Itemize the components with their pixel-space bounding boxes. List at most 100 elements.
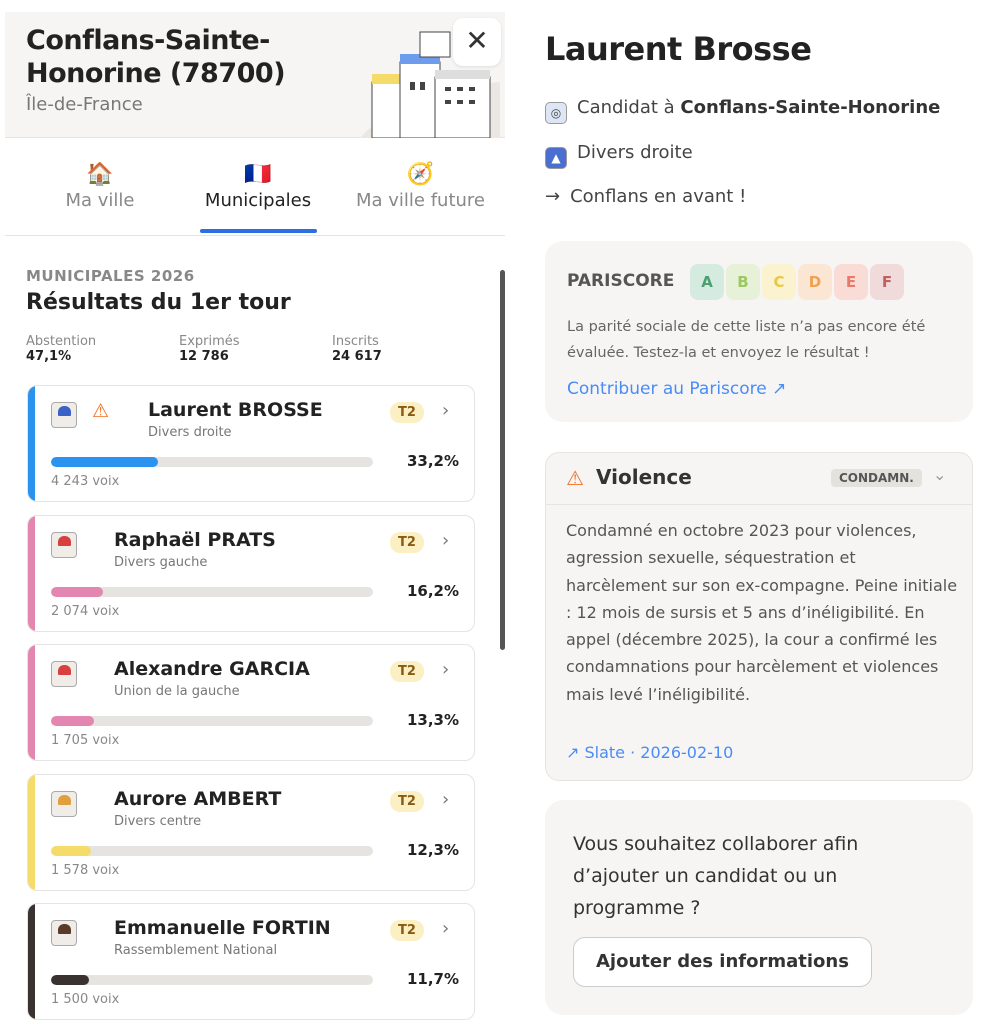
city-panel: Conflans-Sainte-Honorine (78700) Île-de-… xyxy=(5,12,505,1024)
second-round-badge: T2 xyxy=(390,531,424,553)
pariscore-grade-e: E xyxy=(834,264,868,300)
party-logo-icon xyxy=(51,531,77,558)
candidate-party: Divers centre xyxy=(114,813,202,829)
candidate-party: Divers gauche xyxy=(114,554,208,570)
candidate-card[interactable]: Alexandre GARCIA Union de la gauche T2 ›… xyxy=(27,644,475,761)
city-name: Conflans-Sainte-Honorine (78700) xyxy=(26,25,286,89)
collaborate-question: Vous souhaitez collaborer afin d’ajouter… xyxy=(573,833,859,919)
candidate-card[interactable]: Emmanuelle FORTIN Rassemblement National… xyxy=(27,903,475,1020)
stat-value: 12 786 xyxy=(179,349,229,364)
vote-share-bar xyxy=(51,975,373,985)
candidate-list-line: → Conflans en avant ! xyxy=(545,186,746,207)
party-logo-icon xyxy=(51,920,77,946)
party-logo-icon xyxy=(51,661,77,687)
party-color-stripe xyxy=(28,904,35,1019)
stat-abstention: Abstention 47,1% xyxy=(26,334,96,364)
tab-ma-ville[interactable]: 🏠 Ma ville xyxy=(30,160,170,211)
chevron-right-icon[interactable]: › xyxy=(442,659,450,680)
external-link-icon: ↗ xyxy=(772,379,787,399)
vote-share-bar xyxy=(51,716,373,726)
warning-icon: ⚠ xyxy=(566,466,584,490)
list-name: Conflans en avant ! xyxy=(570,186,747,207)
close-button[interactable]: ✕ xyxy=(453,18,501,66)
candidate-card[interactable]: Aurore AMBERT Divers centre T2 › 12,3% 1… xyxy=(27,773,475,891)
candidate-party: Union de la gauche xyxy=(114,684,240,699)
candidate-party: Divers droite xyxy=(577,142,693,163)
source-link[interactable]: ↗ Slate · 2026-02-10 xyxy=(566,743,733,762)
section-label: MUNICIPALES 2026 xyxy=(26,267,195,285)
location-pin-icon: ◎ xyxy=(545,102,567,124)
stat-value: 24 617 xyxy=(332,349,382,364)
vote-count: 1 705 voix xyxy=(51,733,120,748)
candidate-party-line: ▲ Divers droite xyxy=(545,142,693,169)
party-color-stripe xyxy=(28,645,35,760)
tab-ma-ville-future[interactable]: 🧭 Ma ville future xyxy=(348,160,493,211)
party-logo-icon xyxy=(51,402,77,428)
stat-label: Inscrits xyxy=(332,334,379,349)
vote-count: 1 500 voix xyxy=(51,992,120,1007)
chevron-right-icon[interactable]: › xyxy=(442,788,450,810)
chevron-right-icon[interactable]: › xyxy=(442,529,450,551)
vote-percentage: 11,7% xyxy=(406,970,459,988)
flag-france-icon: 🇫🇷 xyxy=(244,162,272,187)
vote-share-fill xyxy=(51,975,89,985)
add-information-button[interactable]: Ajouter des informations xyxy=(573,937,872,987)
vote-share-bar xyxy=(51,845,373,856)
violence-card: ⚠ Violence CONDAMN. ⌄ Condamné en octobr… xyxy=(545,452,973,781)
pariscore-link-label: Contribuer au Pariscore xyxy=(567,379,767,399)
city-region: Île-de-France xyxy=(26,94,143,115)
candidate-city-line: ◎ Candidat à Conflans-Sainte-Honorine xyxy=(545,97,940,124)
pariscore-grade-c: C xyxy=(762,264,796,300)
chevron-down-icon[interactable]: ⌄ xyxy=(933,465,947,484)
tab-bar: 🏠 Ma ville 🇫🇷 Municipales 🧭 Ma ville future xyxy=(5,160,505,236)
candidate-name: Alexandre GARCIA xyxy=(114,658,310,680)
pariscore-text: La parité sociale de cette liste n’a pas… xyxy=(567,319,926,361)
second-round-badge: T2 xyxy=(390,920,424,941)
chevron-right-icon[interactable]: › xyxy=(442,918,450,939)
stat-exprimes: Exprimés 12 786 xyxy=(179,334,240,364)
party-logo-icon xyxy=(51,790,77,817)
vote-share-fill xyxy=(51,845,91,856)
source-label: Slate · 2026-02-10 xyxy=(584,743,734,762)
candidate-card[interactable]: Raphaël PRATS Divers gauche T2 › 16,2% 2… xyxy=(27,514,475,632)
pariscore-grade-b: B xyxy=(726,264,760,300)
city-header: Conflans-Sainte-Honorine (78700) Île-de-… xyxy=(5,12,505,138)
compass-icon: 🧭 xyxy=(406,162,435,187)
vote-percentage: 12,3% xyxy=(406,840,459,859)
scrollbar[interactable] xyxy=(500,270,505,650)
stat-value: 47,1% xyxy=(26,349,72,364)
vote-share-fill xyxy=(51,716,94,726)
active-tab-indicator xyxy=(200,229,317,233)
tab-municipales[interactable]: 🇫🇷 Municipales xyxy=(188,160,328,211)
vote-count: 2 074 voix xyxy=(51,603,120,619)
violence-title: Violence xyxy=(596,465,692,489)
candidate-detail: Laurent Brosse ◎ Candidat à Conflans-Sain… xyxy=(540,0,988,1024)
party-logo-icon: ▲ xyxy=(545,147,567,169)
candidate-card[interactable]: ⚠ Laurent BROSSE Divers droite T2 › 33,2… xyxy=(27,385,475,502)
chevron-right-icon[interactable]: › xyxy=(442,400,450,421)
candidate-party: Divers droite xyxy=(148,425,232,440)
candidate-name: Laurent Brosse xyxy=(545,30,812,68)
house-icon: 🏠 xyxy=(86,162,114,187)
vote-count: 4 243 voix xyxy=(51,474,120,489)
candidate-name: Aurore AMBERT xyxy=(114,787,282,810)
pariscore-link[interactable]: Contribuer au Pariscore ↗ xyxy=(567,379,786,399)
party-color-stripe xyxy=(28,515,35,631)
pariscore-grade-a: A xyxy=(690,264,724,300)
second-round-badge: T2 xyxy=(390,790,424,812)
candidate-party: Rassemblement National xyxy=(114,943,278,958)
tab-label: Municipales xyxy=(204,190,312,211)
results-title: Résultats du 1er tour xyxy=(26,290,291,315)
stat-label: Abstention xyxy=(26,334,97,349)
second-round-badge: T2 xyxy=(390,402,424,423)
violence-header[interactable]: ⚠ Violence CONDAMN. ⌄ xyxy=(546,453,972,505)
pariscore-grade-f: F xyxy=(870,264,904,300)
vote-count: 1 578 voix xyxy=(51,862,120,878)
vote-percentage: 16,2% xyxy=(406,581,459,600)
stat-label: Exprimés xyxy=(179,334,240,349)
vote-share-bar xyxy=(51,586,373,597)
candidate-city: Conflans-Sainte-Honorine xyxy=(680,97,941,118)
party-color-stripe xyxy=(28,774,35,890)
arrow-right-icon: → xyxy=(545,186,561,207)
